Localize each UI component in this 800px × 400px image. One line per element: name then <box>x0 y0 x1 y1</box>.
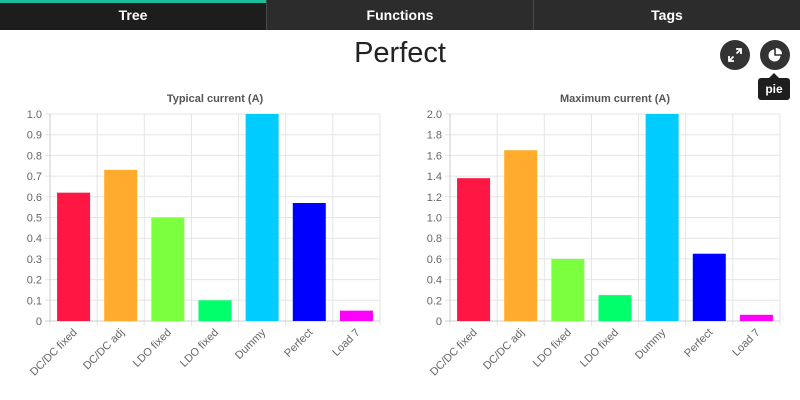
y-tick-label: 0.1 <box>27 295 42 307</box>
pie-chart-button[interactable] <box>760 40 790 70</box>
bar <box>245 114 279 321</box>
page-title: Perfect <box>354 37 446 69</box>
y-tick-label: 0.6 <box>427 254 442 266</box>
bar <box>645 114 679 321</box>
x-tick-label: Dummy <box>633 326 669 362</box>
y-tick-label: 0 <box>436 316 442 328</box>
bar <box>198 300 232 321</box>
y-tick-label: 0.4 <box>27 233 42 245</box>
y-tick-label: 0 <box>36 316 42 328</box>
bar <box>692 253 726 321</box>
bar <box>151 217 185 321</box>
typical-current-chart: Typical current (A) 0 0.1 0.2 0.3 0.4 0.5 0.6 0.… <box>27 93 381 379</box>
y-tick-label: 1.8 <box>427 130 442 142</box>
y-tick-label: 0.8 <box>27 150 42 162</box>
y-tick-label: 0.2 <box>27 275 42 287</box>
x-tick-label: DC/DC adj <box>81 327 127 373</box>
y-tick-label: 0.8 <box>427 233 442 245</box>
x-tick-label: Load 7 <box>330 327 362 359</box>
tab-functions[interactable]: Functions <box>267 0 534 30</box>
y-tick-label: 0.5 <box>27 213 42 225</box>
x-tick-label: DC/DC adj <box>481 327 527 373</box>
tab-bar: Tree Functions Tags <box>0 0 800 30</box>
bar <box>457 178 491 321</box>
y-tick-label: 0.4 <box>427 275 442 287</box>
y-tick-label: 1.0 <box>27 109 42 121</box>
tab-tree[interactable]: Tree <box>0 0 267 30</box>
y-tick-label: 0.6 <box>27 192 42 204</box>
x-tick-label: Perfect <box>682 327 715 360</box>
y-tick-label: 0.3 <box>27 254 42 266</box>
x-tick-label: Load 7 <box>730 327 762 359</box>
x-tick-label: LDO fixed <box>178 327 221 370</box>
y-tick-label: 1.4 <box>427 171 442 183</box>
x-tick-label: DC/DC fixed <box>428 327 480 379</box>
bar <box>504 150 538 321</box>
y-tick-label: 1.2 <box>427 192 442 204</box>
x-tick-label: LDO fixed <box>578 327 621 370</box>
x-tick-label: Perfect <box>282 327 315 360</box>
bar <box>598 295 632 321</box>
pie-chart-icon <box>768 47 783 62</box>
chart-title: Typical current (A) <box>167 93 264 105</box>
bar <box>551 258 585 321</box>
y-tick-label: 2.0 <box>427 109 442 121</box>
y-tick-label: 1.6 <box>427 150 442 162</box>
x-tick-label: Dummy <box>233 326 269 362</box>
pie-tooltip: pie <box>758 73 790 100</box>
bar <box>339 310 373 321</box>
tab-tags[interactable]: Tags <box>651 7 683 23</box>
bar <box>57 192 91 321</box>
x-tick-label: LDO fixed <box>531 327 574 370</box>
expand-button[interactable] <box>720 40 750 70</box>
y-tick-label: 0.2 <box>427 295 442 307</box>
expand-icon <box>728 48 742 62</box>
bar <box>739 314 773 321</box>
y-tick-label: 1.0 <box>427 213 442 225</box>
maximum-current-chart: Maximum current (A) 0 0.2 0.4 0.6 0.8 1.0 1.2 1.… <box>427 93 781 379</box>
x-tick-label: LDO fixed <box>131 327 174 370</box>
chart-title: Maximum current (A) <box>560 93 670 105</box>
bar <box>104 169 138 321</box>
y-tick-label: 0.9 <box>27 130 42 142</box>
bar <box>292 203 326 321</box>
x-tick-label: DC/DC fixed <box>28 327 80 379</box>
y-tick-label: 0.7 <box>27 171 42 183</box>
